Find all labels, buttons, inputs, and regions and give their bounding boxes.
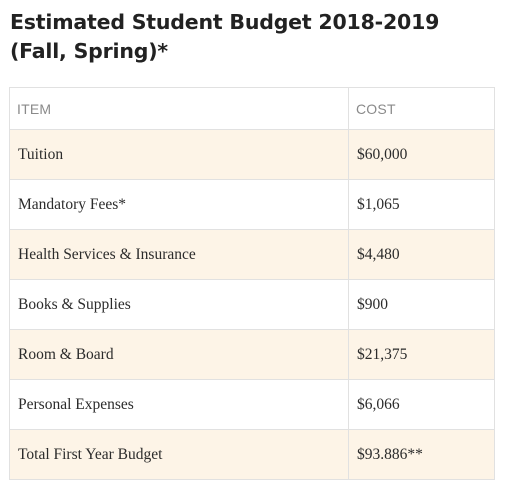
table-row: Room & Board $21,375 [9, 329, 495, 380]
item-cell: Books & Supplies [9, 279, 349, 330]
budget-table: ITEM COST Tuition $60,000 Mandatory Fees… [9, 87, 495, 480]
table-row: Personal Expenses $6,066 [9, 379, 495, 430]
table-header-row: ITEM COST [9, 87, 495, 130]
item-cell: Personal Expenses [9, 379, 349, 430]
page-title: Estimated Student Budget 2018-2019 (Fall… [10, 10, 440, 63]
table-row: Books & Supplies $900 [9, 279, 495, 330]
cost-cell: $900 [348, 279, 495, 330]
item-cell: Health Services & Insurance [9, 229, 349, 280]
cost-cell: $6,066 [348, 379, 495, 430]
table-row: Mandatory Fees* $1,065 [9, 179, 495, 230]
item-cell: Total First Year Budget [9, 429, 349, 480]
cost-cell: $1,065 [348, 179, 495, 230]
table-row: Health Services & Insurance $4,480 [9, 229, 495, 280]
item-cell: Room & Board [9, 329, 349, 380]
cost-cell: $4,480 [348, 229, 495, 280]
cost-cell: $93.886** [348, 429, 495, 480]
cost-cell: $21,375 [348, 329, 495, 380]
total-row: Total First Year Budget $93.886** [9, 429, 495, 480]
cost-cell: $60,000 [348, 129, 495, 180]
column-header-cost: COST [348, 87, 495, 130]
table-row: Tuition $60,000 [9, 129, 495, 180]
item-cell: Mandatory Fees* [9, 179, 349, 230]
item-cell: Tuition [9, 129, 349, 180]
column-header-item: ITEM [9, 87, 349, 130]
